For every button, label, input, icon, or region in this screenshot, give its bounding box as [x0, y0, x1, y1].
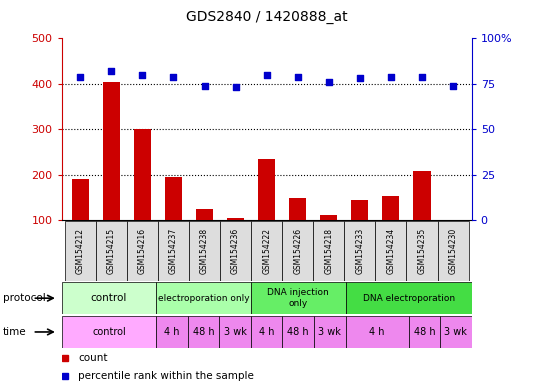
Bar [313, 221, 344, 281]
Bar [220, 221, 251, 281]
Text: 48 h: 48 h [287, 327, 309, 337]
Bar [282, 221, 313, 281]
Text: 3 wk: 3 wk [444, 327, 467, 337]
Bar [189, 221, 220, 281]
Text: 3 wk: 3 wk [318, 327, 341, 337]
Bar [320, 215, 337, 220]
Text: GSM154230: GSM154230 [449, 228, 458, 274]
Text: 48 h: 48 h [193, 327, 214, 337]
Point [293, 73, 302, 79]
Bar [251, 282, 346, 314]
Text: DNA injection
only: DNA injection only [267, 288, 329, 308]
Text: control: control [91, 293, 127, 303]
Bar [165, 177, 182, 220]
Bar [62, 282, 157, 314]
Bar [157, 316, 188, 348]
Text: GSM154238: GSM154238 [200, 228, 209, 274]
Bar [72, 179, 89, 220]
Text: percentile rank within the sample: percentile rank within the sample [78, 371, 254, 381]
Text: GSM154212: GSM154212 [76, 228, 85, 274]
Bar [134, 129, 151, 220]
Bar [346, 316, 408, 348]
Text: GSM154218: GSM154218 [324, 228, 333, 274]
Bar [375, 221, 406, 281]
Bar [406, 221, 437, 281]
Point [232, 84, 240, 91]
Point [138, 72, 147, 78]
Bar [314, 316, 346, 348]
Text: count: count [78, 353, 108, 362]
Bar [158, 221, 189, 281]
Text: 4 h: 4 h [165, 327, 180, 337]
Text: electroporation only: electroporation only [158, 294, 249, 303]
Bar [127, 221, 158, 281]
Bar [437, 221, 468, 281]
Text: GSM154216: GSM154216 [138, 228, 147, 274]
Text: 4 h: 4 h [369, 327, 385, 337]
Point [355, 75, 364, 81]
Text: GSM154226: GSM154226 [293, 228, 302, 274]
Bar [65, 221, 96, 281]
Point [107, 68, 116, 74]
Text: GSM154215: GSM154215 [107, 228, 116, 274]
Bar [62, 316, 157, 348]
Bar [289, 198, 306, 220]
Bar [219, 316, 251, 348]
Bar [440, 316, 472, 348]
Text: GSM154233: GSM154233 [355, 228, 364, 274]
Text: time: time [3, 327, 26, 337]
Bar [351, 200, 368, 220]
Point [76, 73, 85, 79]
Bar [382, 196, 399, 220]
Text: 48 h: 48 h [414, 327, 435, 337]
Text: 4 h: 4 h [259, 327, 274, 337]
Bar [251, 316, 282, 348]
Text: protocol: protocol [3, 293, 46, 303]
Point [324, 79, 333, 85]
Bar [413, 171, 430, 220]
Text: GDS2840 / 1420888_at: GDS2840 / 1420888_at [186, 10, 347, 24]
Point [169, 73, 178, 79]
Text: GSM154222: GSM154222 [262, 228, 271, 274]
Text: GSM154234: GSM154234 [386, 228, 396, 274]
Bar [408, 316, 440, 348]
Bar [258, 159, 275, 220]
Bar [251, 221, 282, 281]
Point [200, 83, 209, 89]
Bar [344, 221, 375, 281]
Bar [227, 218, 244, 220]
Point [386, 73, 395, 79]
Bar [96, 221, 127, 281]
Text: GSM154237: GSM154237 [169, 228, 178, 274]
Bar [188, 316, 219, 348]
Text: 3 wk: 3 wk [224, 327, 247, 337]
Text: control: control [92, 327, 126, 337]
Bar [103, 81, 120, 220]
Text: GSM154236: GSM154236 [231, 228, 240, 274]
Bar [157, 282, 251, 314]
Text: DNA electroporation: DNA electroporation [362, 294, 455, 303]
Bar [196, 209, 213, 220]
Text: GSM154235: GSM154235 [418, 228, 427, 274]
Bar [346, 282, 472, 314]
Point [449, 83, 457, 89]
Bar [282, 316, 314, 348]
Point [418, 73, 426, 79]
Point [263, 72, 271, 78]
